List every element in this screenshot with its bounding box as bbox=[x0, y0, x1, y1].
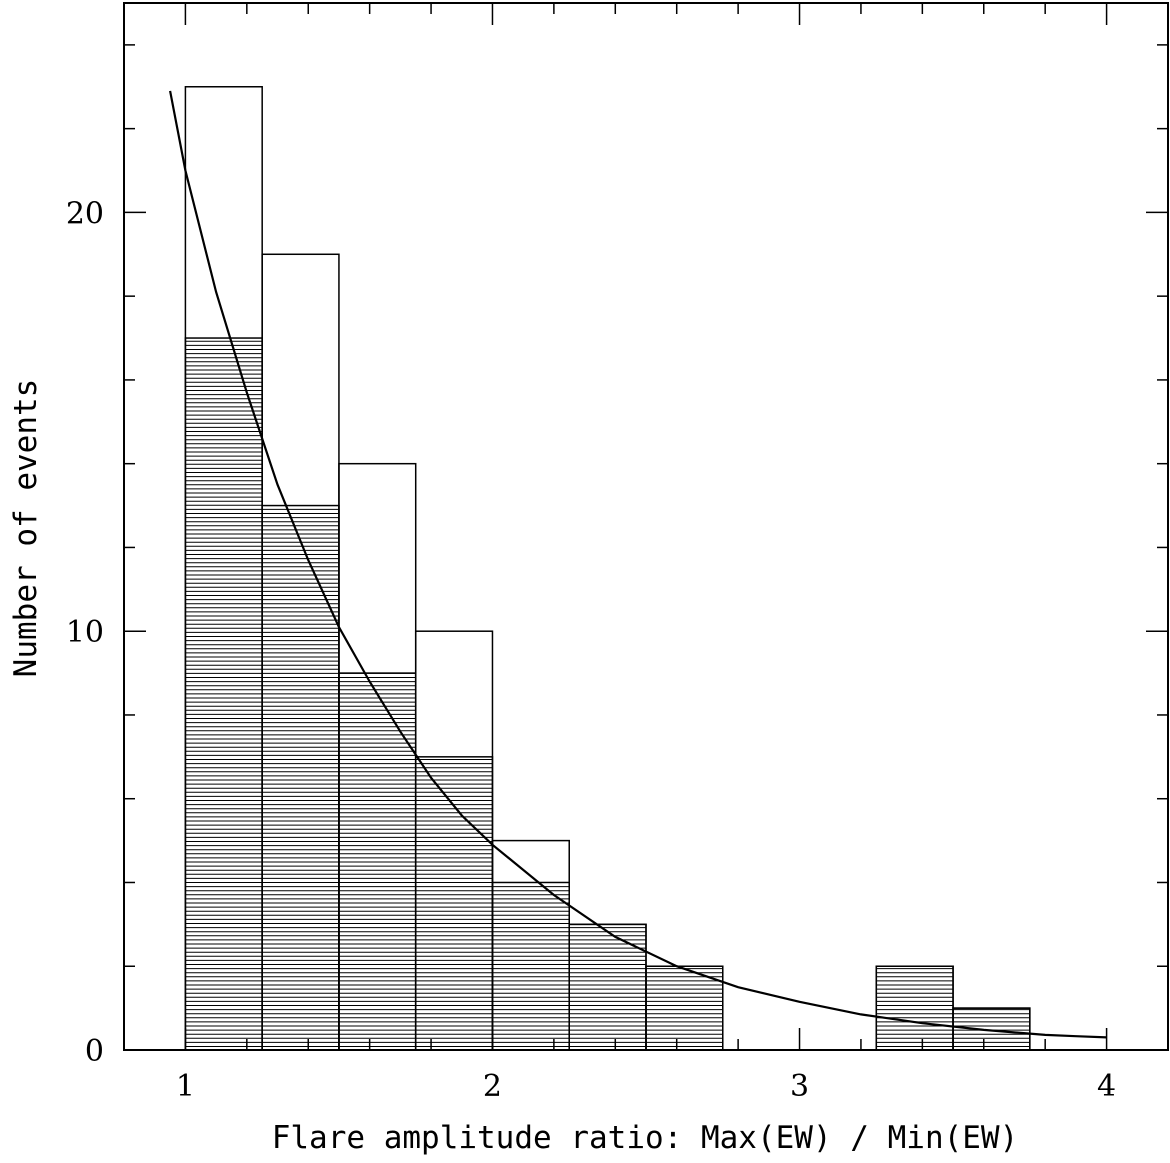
open-bar bbox=[184, 86, 263, 1051]
open-bar bbox=[875, 965, 954, 1051]
open-bar bbox=[414, 630, 494, 1051]
hatched-histogram-bars bbox=[184, 337, 1031, 1051]
open-bar bbox=[338, 462, 417, 1051]
plot-frame bbox=[123, 2, 1169, 1051]
axis-ticks bbox=[123, 3, 1169, 1051]
hatched-bar bbox=[645, 965, 724, 1051]
hatched-bar bbox=[875, 965, 954, 1051]
hatched-bar bbox=[184, 337, 263, 1051]
x-axis-title: Flare amplitude ratio: Max(EW) / Min(EW) bbox=[272, 1120, 1019, 1156]
y-axis-title: Number of events bbox=[8, 379, 44, 678]
x-tick-label: 4 bbox=[1097, 1069, 1116, 1104]
open-bar bbox=[261, 253, 340, 1051]
x-tick-label: 3 bbox=[790, 1069, 809, 1104]
hatched-bar bbox=[261, 504, 340, 1051]
open-bar bbox=[491, 839, 570, 1051]
x-tick-label: 1 bbox=[176, 1069, 195, 1104]
y-tick-label: 10 bbox=[66, 615, 104, 650]
fit-curve bbox=[169, 90, 1107, 1039]
open-bar bbox=[952, 1007, 1031, 1051]
hatched-bar bbox=[414, 756, 494, 1051]
open-bar bbox=[568, 923, 647, 1051]
hatched-bar bbox=[568, 923, 647, 1051]
hatched-bar bbox=[952, 1007, 1031, 1051]
y-tick-label: 0 bbox=[85, 1034, 104, 1069]
y-tick-label: 20 bbox=[66, 196, 104, 231]
hatched-bar bbox=[338, 672, 417, 1051]
tick-labels: 1 2 3 4 0 10 20 bbox=[66, 196, 1116, 1104]
x-tick-label: 2 bbox=[483, 1069, 502, 1104]
hatched-bar bbox=[491, 881, 570, 1051]
